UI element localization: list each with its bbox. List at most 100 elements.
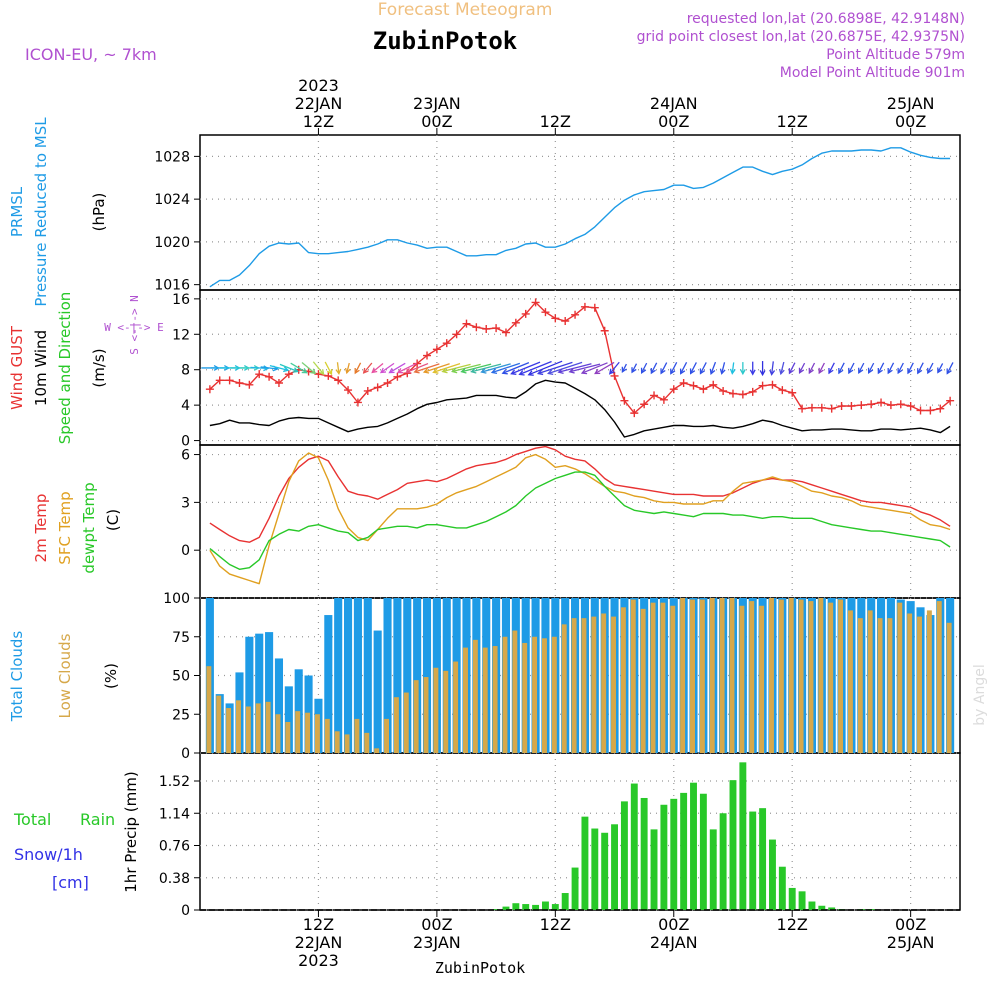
bottom-time-label: 25JAN — [887, 933, 935, 952]
gust-marker — [679, 379, 688, 387]
wind-arrow-head — [536, 369, 544, 376]
wind-arrow-shaft — [594, 361, 615, 375]
wind-arrow-head — [326, 368, 333, 376]
wind-arrow-head — [749, 369, 756, 376]
low-cloud-bar — [611, 616, 617, 753]
low-cloud-bar — [591, 616, 597, 753]
wind-arrow-shaft — [423, 363, 450, 373]
gust-marker — [807, 403, 816, 412]
wind-direction-arrow — [631, 363, 638, 374]
wind-arrow-shaft — [538, 361, 573, 375]
bottom-time-label: 12Z — [777, 915, 808, 934]
low-cloud-bar — [512, 630, 518, 753]
wind-arrow-shaft — [670, 362, 678, 374]
wind-arrow-shaft — [897, 362, 904, 374]
low-cloud-bar — [571, 618, 577, 753]
rain-bar — [611, 824, 618, 910]
wind-arrow-shaft — [621, 363, 627, 373]
wind-arrow-shaft — [471, 363, 502, 373]
wind-arrow-shaft — [519, 360, 552, 375]
closest-coords: grid point closest lon,lat (20.6875E, 42… — [637, 29, 965, 45]
wind-direction-arrow — [324, 361, 333, 376]
wind-arrow-head — [729, 368, 736, 375]
low-cloud-bar — [285, 722, 291, 753]
low-cloud-bar — [709, 598, 715, 753]
wind-direction-arrow — [510, 361, 541, 375]
point-altitude: Point Altitude 579m — [826, 47, 965, 63]
wind-direction-arrow — [344, 362, 351, 375]
wind-arrow-head — [608, 368, 615, 375]
y-tick-label: 3 — [181, 495, 190, 511]
gust-marker — [768, 380, 777, 389]
rain-bar — [571, 867, 579, 910]
total-cloud-bar — [413, 598, 422, 753]
low-cloud-bar — [601, 613, 607, 753]
gust-marker — [274, 379, 283, 387]
gust-marker — [482, 324, 491, 333]
wind-direction-arrow — [739, 362, 746, 376]
wind-arrow-head — [344, 367, 351, 375]
rain-bar — [680, 792, 688, 910]
top-time-label: 00Z — [421, 112, 452, 131]
low-cloud-bar — [216, 695, 222, 753]
wind-direction-arrow — [362, 362, 373, 374]
rain-bar — [522, 904, 530, 910]
y-tick-label: 1024 — [154, 192, 190, 208]
wind-direction-arrow — [301, 361, 317, 375]
gust-marker — [886, 401, 895, 410]
low-cloud-bar — [887, 618, 893, 753]
dewpt-line — [209, 471, 951, 570]
total-cloud-bar — [255, 633, 264, 753]
total-cloud-bar — [265, 632, 274, 753]
wind-arrow-shaft — [324, 361, 333, 375]
wind-arrow-head — [679, 368, 686, 375]
wind-arrow-shaft — [927, 362, 934, 374]
low-cloud-bar — [384, 718, 389, 753]
rain-bar — [699, 793, 707, 910]
gust-marker — [452, 330, 461, 339]
gust-marker — [353, 398, 362, 407]
wind-direction-arrow — [867, 362, 875, 374]
wind-arrow-shaft — [461, 363, 492, 373]
temp2m-line — [209, 445, 951, 543]
wind-arrow-shaft — [380, 362, 395, 374]
total-cloud-bar — [274, 658, 284, 753]
total-cloud-bar — [344, 598, 353, 753]
y-tick-label: 6 — [181, 448, 190, 464]
wind-arrow-shaft — [491, 362, 521, 374]
precip-panel — [199, 752, 961, 911]
low-cloud-bar — [472, 639, 478, 753]
y-tick-label: 16 — [172, 292, 190, 308]
gust-marker — [511, 318, 520, 327]
bottom-time-label: 12Z — [303, 915, 334, 934]
gust-marker — [373, 383, 382, 392]
wind-arrow-shaft — [799, 362, 806, 374]
footer-station: ZubinPotok — [435, 959, 525, 977]
gust-marker — [689, 381, 698, 390]
total-cloud-bar — [373, 630, 382, 753]
low-cloud-bar — [926, 610, 932, 753]
y-tick-label: 1.52 — [159, 774, 190, 790]
wind-direction-arrow — [729, 362, 736, 375]
wind-arrow-shaft — [848, 362, 855, 374]
gust-marker — [205, 385, 214, 394]
wind-arrow-head — [877, 368, 883, 375]
wind-arrow-shaft — [528, 360, 563, 376]
wind-arrow-head — [788, 368, 795, 375]
pressure-label: Pressure Reduced to MSL — [32, 117, 50, 307]
wind-direction-arrow — [798, 362, 806, 374]
low-cloud-bar — [305, 712, 311, 753]
rain-bar — [591, 828, 599, 910]
low-cloud-bar — [769, 598, 774, 753]
wind-direction-arrow — [670, 362, 678, 375]
gust-marker — [857, 401, 866, 410]
pressure-line — [209, 147, 951, 288]
wind-arrow-head — [848, 367, 854, 375]
gust-marker — [620, 396, 629, 405]
wind-direction-arrow — [769, 361, 776, 376]
wind-direction-arrow — [536, 361, 573, 376]
wind-arrow-shaft — [858, 362, 865, 374]
wind-direction-arrow — [335, 362, 342, 375]
wind-direction-arrow — [451, 363, 481, 374]
